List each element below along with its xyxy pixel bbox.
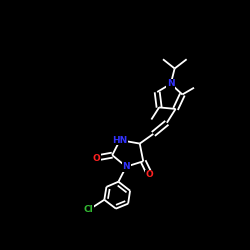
Text: O: O [146, 170, 154, 179]
Text: Cl: Cl [84, 206, 93, 214]
Text: HN: HN [112, 136, 128, 144]
Text: N: N [122, 162, 130, 171]
Text: O: O [92, 154, 100, 162]
Text: N: N [167, 80, 174, 88]
